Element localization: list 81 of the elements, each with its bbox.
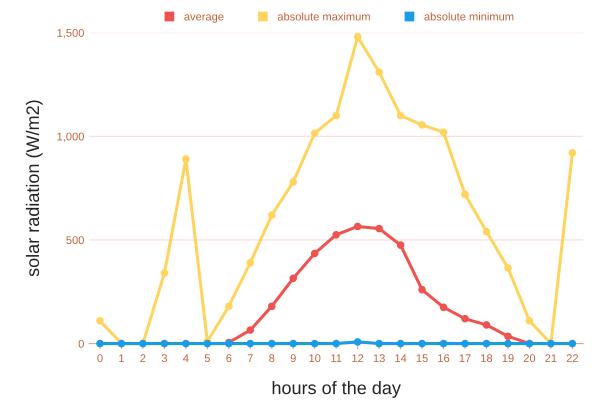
y-tick-label: 0 — [78, 340, 84, 348]
point — [440, 128, 448, 136]
point — [418, 340, 426, 348]
point — [375, 68, 383, 76]
point — [310, 340, 319, 348]
point — [396, 340, 404, 348]
point — [182, 155, 190, 163]
point — [289, 178, 298, 186]
point — [440, 303, 448, 312]
point — [160, 269, 168, 277]
x-tick-label: 13 — [374, 354, 385, 362]
x-tick-label: 11 — [331, 354, 342, 362]
x-tick-label: 9 — [290, 354, 296, 362]
point — [246, 326, 254, 334]
point — [246, 340, 254, 348]
point — [354, 33, 362, 41]
point — [289, 274, 298, 282]
y-axis-title: solar radiation (W/m2) — [26, 100, 43, 276]
point — [268, 211, 276, 219]
y-tick-label: 500 — [66, 236, 84, 244]
x-tick-label: 16 — [438, 354, 450, 362]
x-tick-label: 0 — [97, 354, 103, 362]
legend-label: absolute minimum — [424, 12, 514, 21]
x-tick-label: 1 — [119, 354, 124, 362]
point — [182, 340, 190, 348]
x-tick-label: 5 — [204, 354, 210, 362]
x-tick-label: 18 — [481, 354, 492, 362]
point — [375, 224, 383, 232]
point — [354, 338, 362, 346]
point — [160, 340, 168, 348]
point — [332, 230, 340, 239]
x-tick-label: 20 — [524, 354, 536, 362]
legend-label: average — [184, 14, 224, 23]
point — [310, 129, 319, 138]
point — [440, 340, 448, 348]
x-tick-label: 21 — [545, 354, 557, 362]
point — [396, 112, 404, 120]
x-tick-label: 17 — [460, 354, 471, 362]
point — [461, 190, 469, 198]
point — [289, 340, 298, 348]
x-tick-label: 12 — [352, 354, 364, 362]
point — [332, 340, 340, 348]
x-tick-label: 7 — [248, 354, 253, 362]
point — [418, 121, 426, 129]
point — [461, 314, 469, 323]
x-tick-label: 2 — [140, 354, 146, 362]
point — [246, 258, 254, 267]
y-tick-label: 1,500 — [57, 28, 84, 38]
point — [96, 316, 104, 325]
point — [224, 302, 233, 310]
x-tick-label: 8 — [269, 354, 274, 362]
point — [418, 286, 426, 294]
x-tick-label: 15 — [416, 354, 428, 362]
x-tick-label: 22 — [566, 354, 578, 362]
point — [461, 340, 469, 348]
point — [354, 222, 362, 230]
point — [568, 149, 576, 157]
x-tick-label: 10 — [309, 354, 320, 362]
point — [268, 302, 276, 310]
legend-label: absolute maximum — [278, 12, 370, 21]
x-tick-label: 4 — [183, 354, 189, 362]
point — [568, 340, 576, 348]
point — [332, 112, 340, 120]
point — [504, 264, 512, 272]
point — [482, 340, 490, 348]
x-tick-label: 14 — [395, 354, 406, 362]
point — [482, 228, 490, 236]
point — [268, 340, 276, 348]
x-tick-label: 3 — [162, 354, 168, 362]
point — [504, 332, 512, 340]
x-tick-label: 19 — [502, 354, 514, 362]
x-axis-title: hours of the day — [272, 381, 401, 398]
point — [396, 241, 404, 249]
point — [96, 340, 104, 348]
point — [526, 316, 534, 325]
point — [482, 321, 490, 329]
point — [310, 250, 319, 258]
point — [504, 340, 512, 348]
y-tick-label: 1,000 — [57, 132, 84, 142]
point — [375, 340, 383, 348]
x-tick-label: 6 — [226, 354, 232, 362]
